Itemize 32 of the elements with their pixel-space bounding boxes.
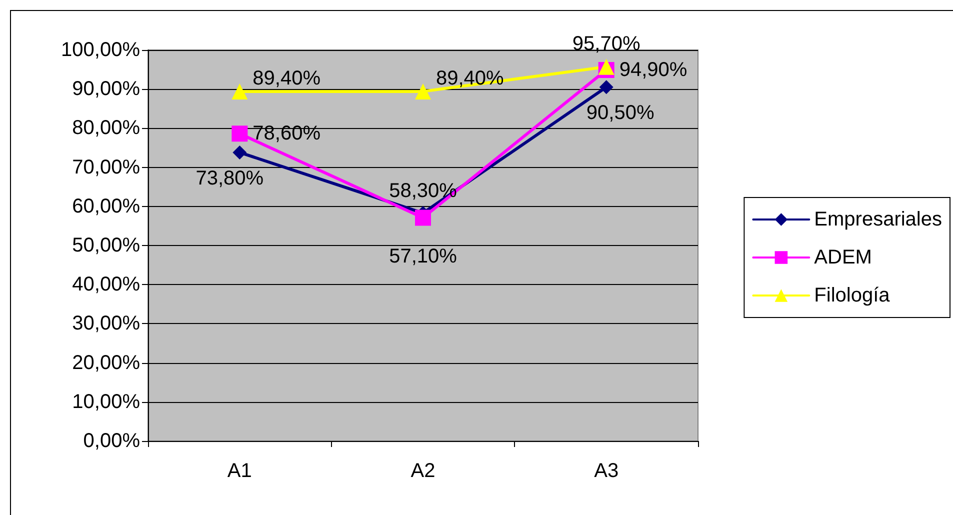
- legend-label: Filología: [814, 284, 891, 306]
- data-label: 89,40%: [252, 67, 321, 90]
- y-tick-label: 30,00%: [72, 312, 140, 335]
- y-tick-label: 90,00%: [72, 78, 140, 100]
- point: [598, 58, 614, 75]
- data-label: 73,80%: [196, 167, 264, 190]
- point: [232, 83, 248, 100]
- y-tick-label: 10,00%: [72, 390, 140, 413]
- data-label: 95,70%: [572, 32, 640, 55]
- data-label: 94,90%: [619, 58, 688, 81]
- x-tick-label: A2: [410, 460, 436, 482]
- y-tick-label: 40,00%: [72, 274, 140, 296]
- data-label: 90,50%: [586, 102, 654, 124]
- data-label: 57,10%: [389, 246, 458, 268]
- y-tick-label: 50,00%: [72, 234, 140, 256]
- x-tick-label: A1: [227, 460, 252, 482]
- y-tick-label: 100,00%: [61, 39, 140, 61]
- y-tick-label: 20,00%: [72, 352, 140, 374]
- point: [599, 80, 614, 94]
- legend-label: Empresariales: [814, 208, 942, 230]
- point: [415, 83, 431, 100]
- point: [232, 145, 247, 160]
- y-tick-label: 60,00%: [72, 195, 140, 218]
- legend-label: ADEM: [814, 246, 872, 268]
- data-label: 58,30%: [389, 180, 458, 202]
- data-label: 89,40%: [436, 67, 504, 90]
- point: [232, 126, 248, 142]
- point: [415, 210, 431, 226]
- y-tick-label: 80,00%: [72, 117, 140, 140]
- y-tick-label: 70,00%: [72, 156, 140, 178]
- x-tick-label: A3: [594, 460, 619, 482]
- y-tick-label: 0,00%: [83, 430, 140, 452]
